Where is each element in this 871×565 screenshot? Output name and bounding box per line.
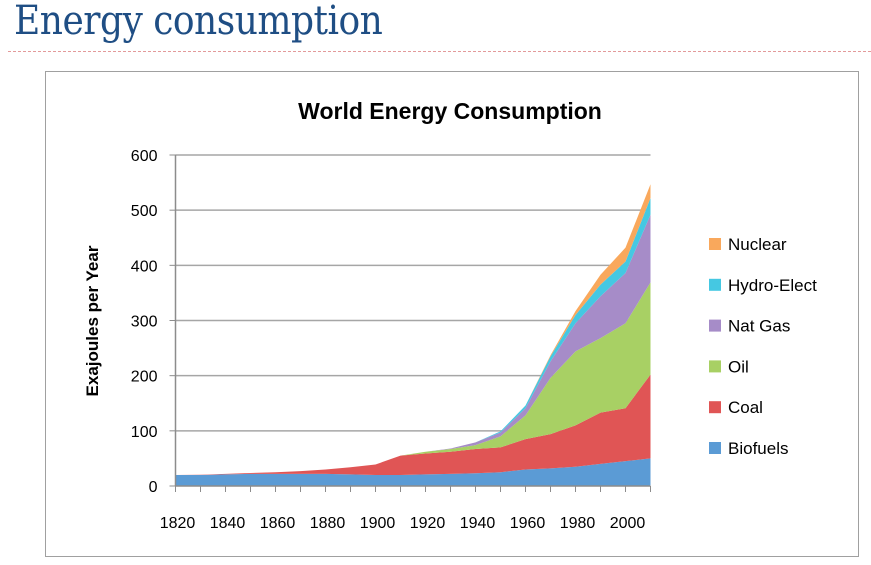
legend-swatch <box>709 319 721 332</box>
legend-label: Hydro-Elect <box>728 276 817 295</box>
y-tick-label: 0 <box>149 479 158 496</box>
x-tick-label: 1960 <box>510 515 546 532</box>
legend-label: Biofuels <box>728 439 788 458</box>
area-biofuels <box>175 458 651 486</box>
x-tick-label: 1880 <box>310 515 346 532</box>
y-tick-label: 400 <box>131 258 158 275</box>
legend-swatch <box>709 278 721 291</box>
y-tick-label: 300 <box>131 314 158 331</box>
x-tick-label: 1820 <box>160 515 196 532</box>
legend: Nuclear Hydro-Elect Nat Gas Oil Coal Biofuels <box>709 235 817 458</box>
legend-item: Nuclear <box>709 235 787 254</box>
legend-item: Nat Gas <box>709 317 790 336</box>
y-tick-label: 100 <box>131 424 158 441</box>
legend-item: Biofuels <box>709 439 788 458</box>
legend-swatch <box>709 360 721 373</box>
x-tick-label: 1840 <box>210 515 246 532</box>
slide-title: Energy consumption <box>14 0 383 44</box>
x-tick-label: 1920 <box>410 515 446 532</box>
y-tick-label: 600 <box>131 148 158 165</box>
x-tick-label: 2000 <box>610 515 646 532</box>
legend-label: Coal <box>728 398 763 417</box>
legend-item: Coal <box>709 398 763 417</box>
title-divider <box>8 51 871 52</box>
legend-item: Oil <box>709 357 749 376</box>
chart-title: World Energy Consumption <box>298 98 602 124</box>
legend-swatch <box>709 442 721 454</box>
chart-frame <box>45 71 859 557</box>
legend-label: Nat Gas <box>728 317 790 336</box>
legend-label: Oil <box>728 357 749 376</box>
y-tick-label: 200 <box>131 369 158 386</box>
legend-item: Hydro-Elect <box>709 276 817 295</box>
legend-swatch <box>709 238 721 250</box>
y-tick-label: 500 <box>131 203 158 220</box>
stacked-areas <box>175 184 651 486</box>
x-tick-label: 1980 <box>560 515 596 532</box>
area-oil <box>175 282 651 475</box>
axes: 0 100 200 300 400 500 600 1820 1840 1860 1880 1900 1… <box>131 148 651 532</box>
legend-label: Nuclear <box>728 235 787 254</box>
y-axis-label: Exajoules per Year <box>83 245 102 396</box>
legend-swatch <box>709 401 721 414</box>
area-coal <box>175 374 651 475</box>
x-tick-label: 1860 <box>260 515 296 532</box>
x-tick-label: 1900 <box>360 515 396 532</box>
x-tick-label: 1940 <box>460 515 496 532</box>
